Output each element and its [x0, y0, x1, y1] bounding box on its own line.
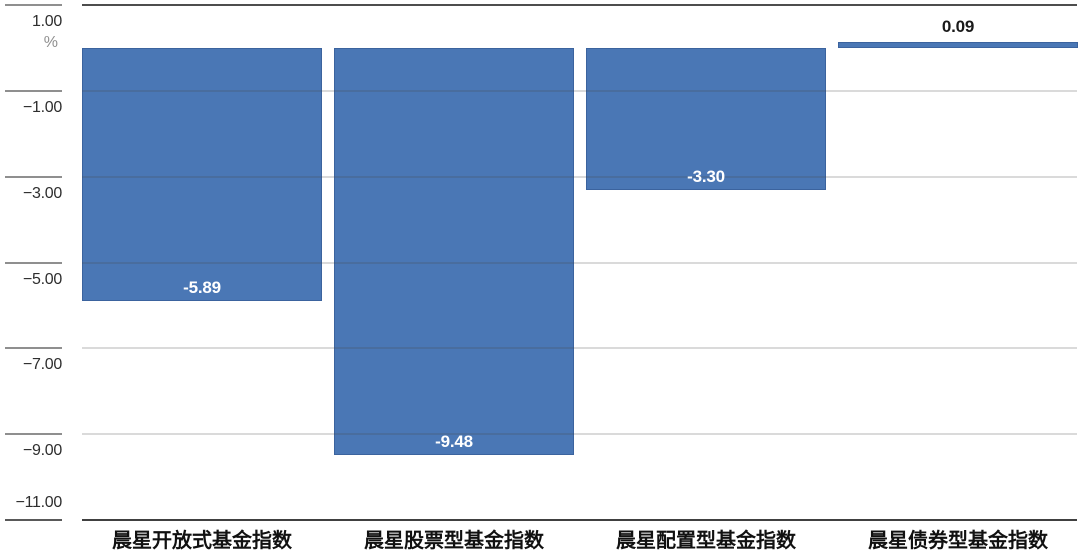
bar [586, 47, 826, 190]
gridline [82, 89, 1077, 92]
top-axis-line [82, 4, 1077, 6]
y-tick-label: −9.00 [23, 442, 62, 460]
y-tick-mark [5, 261, 62, 264]
y-axis-unit-label: % [43, 34, 58, 51]
bar [838, 41, 1078, 48]
gridline [82, 261, 1077, 264]
y-tick-label: 1.00 [32, 13, 62, 30]
x-category-label: 晨星开放式基金指数 [112, 530, 292, 552]
gridline [82, 175, 1077, 178]
bar-value-label: 0.09 [941, 16, 975, 36]
x-category-label: 晨星债券型基金指数 [868, 530, 1048, 552]
y-tick-mark [5, 347, 62, 350]
bar-value-label: -5.89 [183, 277, 221, 297]
bar-value-label: -3.30 [687, 166, 725, 186]
y-axis: 1.00% −1.00 −3.00 −5.00 −7.00 −9.00 −11.00 [0, 0, 82, 554]
y-tick-mark [5, 175, 62, 178]
bar-value-label: -9.48 [435, 431, 473, 451]
bar [82, 47, 322, 301]
gridline [82, 347, 1077, 350]
y-tick-label: −5.00 [23, 270, 62, 288]
y-tick-mark [5, 519, 62, 521]
bottom-axis-line [82, 519, 1077, 521]
bar [334, 47, 574, 455]
x-category-label: 晨星股票型基金指数 [364, 530, 544, 552]
y-tick-label: −1.00 [23, 98, 62, 116]
y-tick-label: −3.00 [23, 184, 62, 202]
y-tick-mark [5, 433, 62, 436]
y-tick-label: −7.00 [23, 356, 62, 374]
y-tick-mark [5, 4, 62, 6]
x-category-label: 晨星配置型基金指数 [616, 530, 796, 552]
gridline [82, 433, 1077, 436]
y-tick-label: −11.00 [15, 494, 63, 511]
y-tick-mark [5, 89, 62, 92]
